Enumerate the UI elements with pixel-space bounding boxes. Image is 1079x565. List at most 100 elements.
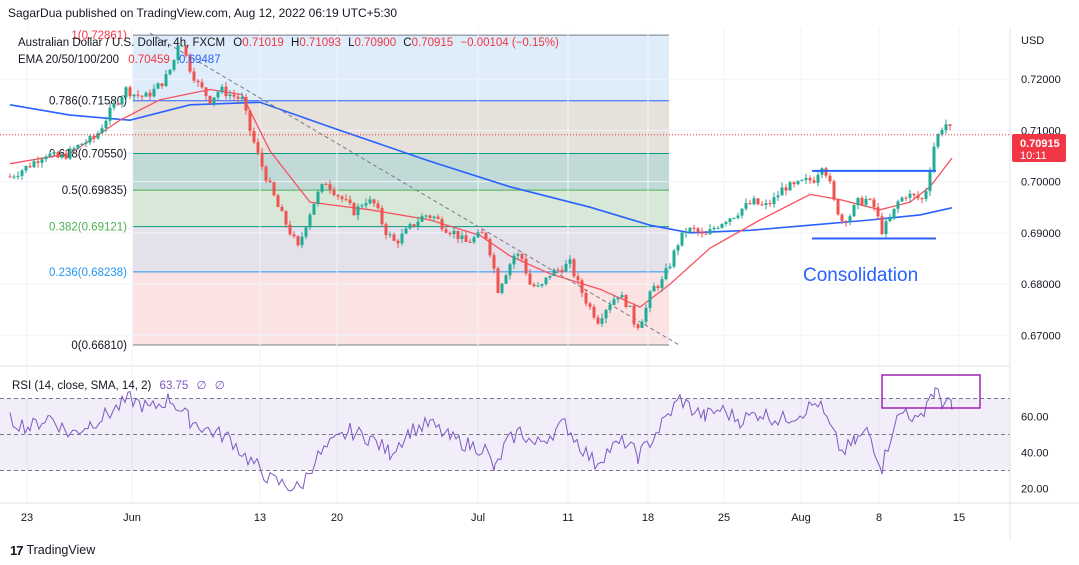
- candle-body[interactable]: [260, 152, 264, 167]
- candle-body[interactable]: [172, 59, 176, 70]
- candle-body[interactable]: [676, 245, 680, 251]
- candle-body[interactable]: [824, 168, 828, 176]
- candle-body[interactable]: [8, 176, 12, 178]
- candle-body[interactable]: [492, 255, 496, 269]
- candle-body[interactable]: [828, 175, 832, 182]
- candle-body[interactable]: [580, 280, 584, 294]
- candle-body[interactable]: [404, 228, 408, 234]
- candle-body[interactable]: [664, 268, 668, 280]
- candle-body[interactable]: [464, 235, 468, 242]
- candle-body[interactable]: [516, 253, 520, 256]
- candle-body[interactable]: [892, 208, 896, 219]
- candle-body[interactable]: [548, 275, 552, 278]
- candle-body[interactable]: [496, 268, 500, 293]
- candle-body[interactable]: [168, 69, 172, 75]
- candle-body[interactable]: [396, 240, 400, 244]
- candle-body[interactable]: [816, 174, 820, 183]
- ema-100-line[interactable]: [9, 101, 953, 234]
- candle-body[interactable]: [204, 87, 208, 96]
- candle-body[interactable]: [768, 203, 772, 205]
- candle-body[interactable]: [24, 165, 28, 171]
- candle-body[interactable]: [88, 135, 92, 143]
- candle-body[interactable]: [944, 124, 948, 131]
- candle-body[interactable]: [352, 203, 356, 216]
- candle-body[interactable]: [556, 269, 560, 271]
- candle-body[interactable]: [864, 198, 868, 205]
- candle-body[interactable]: [220, 86, 224, 93]
- candle-body[interactable]: [412, 224, 416, 226]
- candle-body[interactable]: [344, 199, 348, 201]
- candle-body[interactable]: [416, 221, 420, 226]
- candle-body[interactable]: [508, 264, 512, 276]
- candle-body[interactable]: [336, 195, 340, 197]
- chart-canvas[interactable]: 1(0.72861)0.786(0.71580)0.618(0.70550)0.…: [0, 0, 1079, 540]
- candle-body[interactable]: [432, 216, 436, 218]
- candle-body[interactable]: [532, 284, 536, 287]
- candle-body[interactable]: [808, 177, 812, 181]
- candle-body[interactable]: [660, 279, 664, 288]
- candle-body[interactable]: [360, 205, 364, 207]
- rsi-highlight-box[interactable]: [881, 374, 981, 409]
- candle-body[interactable]: [524, 258, 528, 274]
- candle-body[interactable]: [376, 203, 380, 209]
- candle-body[interactable]: [916, 195, 920, 199]
- candle-body[interactable]: [112, 103, 116, 108]
- candle-body[interactable]: [540, 284, 544, 286]
- time-axis[interactable]: 23 Jun 13 20 Jul 11 18 25 Aug 8 15: [21, 512, 965, 524]
- candle-body[interactable]: [728, 218, 732, 223]
- candle-body[interactable]: [224, 86, 228, 97]
- candle-body[interactable]: [812, 180, 816, 183]
- candle-body[interactable]: [316, 191, 320, 204]
- candle-body[interactable]: [200, 82, 204, 88]
- candle-body[interactable]: [368, 199, 372, 204]
- candle-body[interactable]: [628, 305, 632, 307]
- candle-body[interactable]: [480, 232, 484, 234]
- candle-body[interactable]: [272, 182, 276, 196]
- candle-body[interactable]: [780, 187, 784, 196]
- candle-body[interactable]: [888, 218, 892, 222]
- candle-body[interactable]: [844, 220, 848, 223]
- candle-body[interactable]: [232, 94, 236, 97]
- candle-body[interactable]: [248, 110, 252, 131]
- candle-body[interactable]: [80, 143, 84, 145]
- candle-body[interactable]: [472, 237, 476, 243]
- candle-body[interactable]: [600, 318, 604, 324]
- candle-body[interactable]: [784, 187, 788, 191]
- candle-body[interactable]: [452, 230, 456, 235]
- candle-body[interactable]: [76, 144, 80, 149]
- candle-body[interactable]: [680, 232, 684, 246]
- candle-body[interactable]: [156, 83, 160, 89]
- candle-body[interactable]: [572, 259, 576, 277]
- candle-body[interactable]: [624, 295, 628, 307]
- candle-body[interactable]: [308, 214, 312, 228]
- rsi-line[interactable]: [9, 387, 953, 492]
- candle-body[interactable]: [180, 45, 184, 47]
- candle-body[interactable]: [448, 232, 452, 235]
- candle-body[interactable]: [228, 94, 232, 97]
- descending-trendline[interactable]: [149, 32, 681, 346]
- candle-body[interactable]: [856, 197, 860, 206]
- candle-body[interactable]: [400, 233, 404, 244]
- candle-body[interactable]: [644, 307, 648, 322]
- candle-body[interactable]: [732, 217, 736, 219]
- candle-body[interactable]: [444, 229, 448, 233]
- candle-body[interactable]: [440, 219, 444, 230]
- candle-body[interactable]: [456, 230, 460, 239]
- candle-body[interactable]: [116, 103, 120, 105]
- candle-body[interactable]: [56, 152, 60, 158]
- candle-body[interactable]: [212, 97, 216, 104]
- candle-body[interactable]: [468, 241, 472, 243]
- candle-body[interactable]: [216, 92, 220, 98]
- candle-body[interactable]: [276, 195, 280, 207]
- candle-body[interactable]: [20, 170, 24, 176]
- candle-body[interactable]: [196, 80, 200, 83]
- price-axis[interactable]: USD 0.720000.710000.700000.690000.680000…: [1012, 35, 1066, 342]
- candle-body[interactable]: [348, 199, 352, 204]
- candle-body[interactable]: [896, 201, 900, 209]
- price-pane[interactable]: 1(0.72861)0.786(0.71580)0.618(0.70550)0.…: [0, 28, 1010, 503]
- candle-body[interactable]: [300, 236, 304, 246]
- candle-body[interactable]: [800, 179, 804, 181]
- rsi-pane[interactable]: [0, 374, 1010, 492]
- candle-body[interactable]: [908, 193, 912, 198]
- candle-body[interactable]: [320, 184, 324, 192]
